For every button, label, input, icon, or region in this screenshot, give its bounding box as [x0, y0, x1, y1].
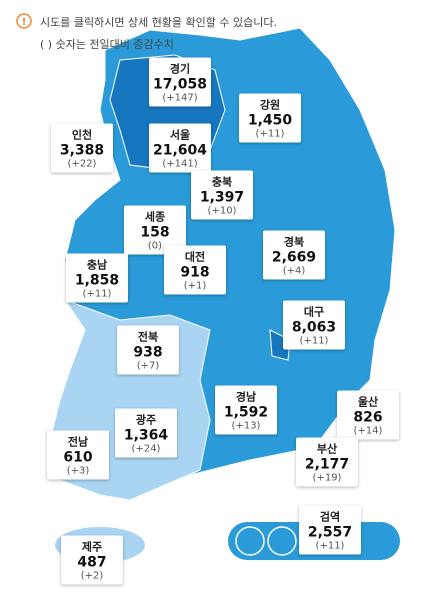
- region-count: 826: [353, 409, 383, 426]
- region-label[interactable]: 전북 938 (+7): [117, 325, 179, 375]
- region-name: 서울: [169, 128, 191, 142]
- region-count: 1,858: [74, 272, 120, 289]
- ship-icon: [267, 526, 297, 556]
- region-name: 경기: [169, 62, 191, 76]
- svg-text:!: !: [22, 17, 27, 28]
- region-change: (+13): [231, 420, 261, 432]
- notice: 시도를 클릭하시면 상세 현황을 확인할 수 있습니다.: [40, 16, 277, 29]
- region-count: 3,388: [59, 142, 105, 159]
- region-count: 21,604: [152, 142, 208, 159]
- region-name: 세종: [144, 210, 166, 224]
- region-change: (+3): [66, 465, 90, 477]
- region-count: 2,177: [304, 456, 350, 473]
- region-name: 대전: [184, 250, 206, 264]
- region-name: 충북: [211, 175, 233, 189]
- region-count: 8,063: [291, 319, 337, 336]
- region-change: (+11): [299, 335, 329, 347]
- region-change: (+10): [207, 205, 237, 217]
- region-change: (+7): [136, 360, 160, 372]
- region-count: 2,669: [271, 249, 317, 266]
- region-name: 인천: [71, 128, 93, 142]
- region-change: (+147): [162, 92, 198, 104]
- region-name: 경남: [235, 390, 257, 404]
- region-name: 전북: [137, 330, 159, 344]
- plane-icon: [235, 526, 265, 556]
- region-label[interactable]: 경북 2,669 (+4): [263, 230, 325, 280]
- region-label[interactable]: 울산 826 (+14): [337, 390, 399, 440]
- region-change: (+11): [315, 540, 345, 552]
- region-count: 918: [180, 264, 210, 281]
- region-label[interactable]: 강원 1,450 (+11): [239, 93, 301, 143]
- region-label[interactable]: 대전 918 (+1): [164, 245, 226, 295]
- region-label[interactable]: 충북 1,397 (+10): [191, 170, 253, 220]
- region-count: 487: [77, 554, 107, 571]
- region-count: 1,364: [123, 427, 169, 444]
- region-change: (+1): [183, 280, 207, 292]
- region-name: 제주: [81, 540, 103, 554]
- region-label[interactable]: 인천 3,388 (+22): [51, 123, 113, 173]
- region-label[interactable]: 경남 1,592 (+13): [215, 385, 277, 435]
- region-label[interactable]: 대구 8,063 (+11): [283, 300, 345, 350]
- region-change: (+141): [162, 158, 198, 170]
- region-count: 610: [63, 449, 93, 466]
- region-label[interactable]: 제주 487 (+2): [61, 535, 123, 585]
- region-change: (+11): [255, 128, 285, 140]
- region-count: 2,557: [307, 524, 353, 541]
- region-count: 1,397: [199, 189, 245, 206]
- region-name: 부산: [316, 442, 338, 456]
- region-name: 검역: [319, 510, 341, 524]
- region-change: (+2): [80, 570, 104, 582]
- region-label[interactable]: 서울 21,604 (+141): [149, 123, 211, 173]
- region-name: 광주: [135, 413, 157, 427]
- region-label[interactable]: 충남 1,858 (+11): [66, 253, 128, 303]
- region-count: 1,592: [223, 404, 269, 421]
- info-icon: [16, 13, 32, 29]
- region-label[interactable]: 경기 17,058 (+147): [149, 57, 211, 107]
- region-count: 17,058: [152, 76, 208, 93]
- region-name: 전남: [67, 435, 89, 449]
- region-label[interactable]: 검역 2,557 (+11): [299, 505, 361, 555]
- notice: ( ) 숫자는 전일대비 증감수치: [40, 38, 174, 51]
- region-label[interactable]: 광주 1,364 (+24): [115, 408, 177, 458]
- region-change: (+22): [67, 158, 97, 170]
- region-change: (+14): [353, 425, 383, 437]
- region-change: (+11): [82, 288, 112, 300]
- region-label[interactable]: 전남 610 (+3): [47, 430, 109, 480]
- region-name: 대구: [303, 305, 325, 319]
- region-name: 충남: [86, 258, 108, 272]
- region-count: 158: [140, 224, 170, 241]
- region-name: 울산: [357, 395, 379, 409]
- region-count: 1,450: [247, 112, 293, 129]
- region-change: (0): [147, 240, 163, 252]
- region-name: 경북: [283, 235, 305, 249]
- region-change: (+24): [131, 443, 161, 455]
- region-name: 강원: [259, 98, 281, 112]
- region-change: (+4): [282, 265, 306, 277]
- region-count: 938: [133, 344, 163, 361]
- region-label[interactable]: 부산 2,177 (+19): [296, 437, 358, 487]
- region-change: (+19): [312, 472, 342, 484]
